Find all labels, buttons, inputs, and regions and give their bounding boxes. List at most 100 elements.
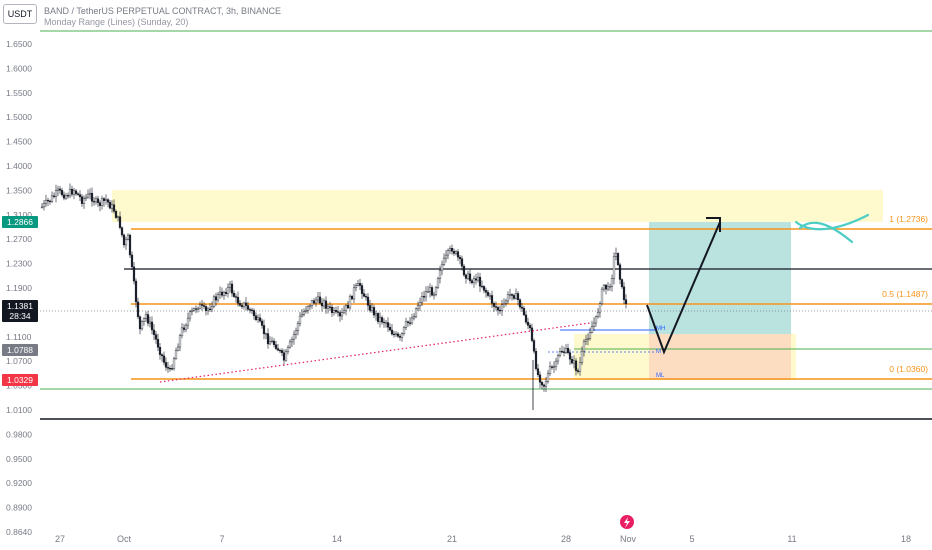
candle-body — [470, 280, 474, 283]
y-tick-label: 0.9800 — [6, 429, 32, 439]
y-tick-label: 1.6000 — [6, 63, 32, 73]
candle-body — [92, 201, 96, 203]
candle-body — [288, 341, 292, 348]
candle-body — [324, 300, 328, 309]
y-tick-label: 1.5000 — [6, 112, 32, 122]
candle-body — [514, 293, 518, 299]
candle-body — [142, 318, 146, 322]
candle-body — [196, 308, 200, 310]
candle-body — [334, 310, 338, 312]
candle-body — [502, 303, 506, 305]
price-label-text: 1.1381 — [7, 301, 33, 311]
candle-body — [302, 311, 306, 315]
candle-body — [428, 287, 432, 292]
candle-body — [200, 304, 204, 306]
candle-body — [598, 303, 602, 313]
candle-body — [80, 196, 84, 204]
candle-body — [62, 194, 66, 199]
candle-body — [152, 329, 156, 335]
candle-body — [118, 216, 122, 228]
candle-body — [130, 254, 134, 268]
projection-path — [646, 221, 721, 355]
range-label: MH — [656, 326, 665, 332]
price-label-text: 1.0788 — [7, 345, 33, 355]
candle-body — [76, 193, 80, 195]
y-tick-label: 1.2300 — [6, 259, 32, 269]
candle-body — [114, 211, 118, 218]
candle-body — [566, 348, 570, 353]
candle-body — [606, 286, 610, 290]
candle-body — [254, 315, 258, 320]
candle-body — [178, 335, 182, 348]
candle-body — [262, 325, 266, 335]
candle-body — [570, 359, 574, 364]
fib-label: 1 (1.2736) — [889, 214, 928, 224]
projection-arrow-head — [706, 217, 721, 232]
candle-body — [198, 304, 202, 309]
candle-body — [60, 190, 64, 196]
candle-body — [276, 348, 280, 351]
candle-body — [102, 198, 106, 201]
candle-body — [278, 350, 282, 352]
candle-body — [306, 306, 310, 311]
candle-body — [438, 270, 442, 279]
candle-body — [458, 256, 462, 259]
currency-badge[interactable]: USDT — [3, 4, 37, 24]
x-tick-label: 11 — [787, 534, 796, 544]
candle-body — [224, 291, 228, 294]
candle-body — [132, 266, 136, 282]
candle-body — [66, 195, 70, 197]
candle-body — [202, 305, 206, 307]
candle-body — [144, 314, 148, 319]
candle-body — [516, 293, 520, 300]
candle-body — [452, 251, 456, 254]
candle-body — [326, 306, 330, 309]
candle-body — [122, 234, 126, 246]
candle-body — [356, 283, 360, 286]
candle-body — [298, 315, 302, 324]
candle-body — [322, 300, 326, 307]
candle-body — [448, 248, 452, 251]
candle-body — [296, 323, 300, 331]
candle-body — [100, 198, 104, 206]
candle-body — [372, 307, 376, 316]
x-tick-label: Nov — [620, 534, 637, 544]
candle-body — [110, 204, 114, 209]
candle-body — [96, 198, 100, 203]
candle-body — [374, 313, 378, 316]
candle-body — [466, 273, 470, 279]
candle-body — [186, 317, 190, 326]
range-label: M — [656, 349, 661, 355]
candle-body — [522, 308, 526, 316]
candle-body — [220, 291, 224, 296]
candle-body — [564, 348, 568, 353]
candle-body — [56, 188, 60, 191]
candle-body — [316, 296, 320, 301]
candle-body — [358, 283, 362, 286]
candle-body — [400, 333, 404, 338]
candle-body — [350, 295, 354, 300]
candle-body — [286, 346, 290, 352]
candle-body — [264, 333, 268, 335]
candle-body — [70, 188, 74, 195]
price-label-tag — [2, 216, 38, 228]
price-label-tag — [2, 374, 38, 386]
candle-body — [596, 311, 600, 317]
candle-body — [614, 253, 618, 257]
candle-body — [496, 307, 500, 311]
candle-body — [284, 351, 288, 361]
candle-body — [240, 305, 244, 308]
candle-body — [578, 362, 582, 372]
candle-body — [386, 322, 390, 328]
candle-body — [168, 368, 172, 370]
candle-body — [424, 291, 428, 298]
y-tick-label: 0.9500 — [6, 454, 32, 464]
candle-body — [376, 313, 380, 322]
candle-body — [290, 339, 294, 343]
candle-body — [586, 338, 590, 341]
y-tick-label: 1.3500 — [6, 185, 32, 195]
candle-body — [346, 305, 350, 309]
candle-body — [190, 310, 194, 312]
candle-body — [46, 199, 50, 202]
